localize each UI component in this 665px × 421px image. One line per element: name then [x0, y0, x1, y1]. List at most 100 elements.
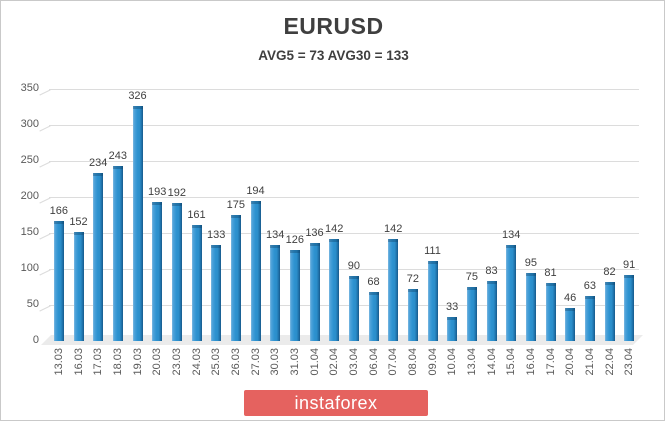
bar-top-cap [584, 295, 595, 299]
gridline-50 [49, 305, 639, 306]
gridline-100 [49, 269, 639, 270]
bar-top-cap [388, 238, 399, 242]
bar-top-cap [466, 287, 477, 290]
gridline-diagonal-100 [39, 269, 51, 276]
x-axis-label-16.03: 16.03 [72, 348, 85, 376]
x-axis-label-16.04: 16.04 [524, 348, 537, 376]
bar-03.04 [348, 276, 359, 341]
x-axis-label-06.04: 06.04 [367, 348, 380, 376]
bar-top-cap [348, 276, 359, 280]
gridline-200 [49, 197, 639, 198]
x-axis-label-09.04: 09.04 [426, 348, 439, 376]
bar-top-cap [545, 282, 556, 286]
bar-value-label-13.03: 166 [49, 205, 68, 218]
bar-top-cap [329, 238, 340, 242]
bar-14.04 [486, 281, 497, 341]
x-axis-label-27.03: 27.03 [249, 348, 262, 376]
x-axis-label-07.04: 07.04 [387, 348, 400, 376]
bar-31.03 [289, 250, 300, 341]
x-axis-label-08.04: 08.04 [406, 348, 419, 376]
bar-value-label-31.03: 126 [285, 234, 304, 247]
bar-30.03 [270, 244, 281, 341]
bar-top-cap [53, 221, 64, 225]
x-axis-label-17.03: 17.03 [92, 348, 105, 376]
bar-top-cap [368, 292, 379, 296]
bar-top-cap [73, 231, 84, 235]
gridline-diagonal-250 [39, 161, 51, 168]
bar-top-cap [112, 166, 123, 170]
bar-value-label-25.03: 133 [206, 229, 226, 242]
bar-02.04 [329, 238, 340, 341]
y-axis-tick-200: 200 [20, 190, 39, 202]
gridline-diagonal-150 [39, 233, 51, 240]
bar-top-cap [447, 317, 458, 321]
bar-16.03 [73, 231, 84, 341]
bar-value-label-26.03: 175 [226, 199, 245, 211]
bar-top-cap [604, 281, 615, 285]
instaforex-watermark: instaforex [244, 390, 428, 416]
bar-13.04 [466, 287, 477, 341]
bar-value-label-24.03: 161 [187, 209, 206, 222]
bar-value-label-15.04: 134 [501, 228, 521, 241]
gridline-300 [49, 125, 639, 126]
bar-value-label-08.04: 72 [406, 273, 419, 286]
bar-value-label-17.04: 81 [544, 266, 557, 279]
bar-top-cap [270, 244, 281, 248]
bar-value-label-01.04: 136 [305, 227, 324, 240]
bar-value-label-19.03: 326 [128, 90, 147, 103]
x-axis-label-01.04: 01.04 [308, 348, 321, 376]
x-axis-label-19.03: 19.03 [131, 348, 144, 376]
bar-22.04 [604, 281, 615, 341]
bar-top-cap [565, 307, 576, 311]
bar-value-label-17.03: 234 [88, 156, 108, 169]
bar-value-label-22.04: 82 [603, 265, 616, 278]
bar-20.04 [565, 307, 576, 341]
bar-24.03 [191, 225, 202, 341]
bar-value-label-14.04: 83 [485, 265, 498, 278]
bar-16.04 [525, 272, 536, 341]
chart-subtitle: AVG5 = 73 AVG30 = 133 [258, 48, 409, 63]
y-axis-tick-300: 300 [20, 118, 39, 130]
bar-17.03 [93, 172, 104, 341]
bar-value-label-23.04: 91 [623, 259, 636, 272]
x-axis-label-15.04: 15.04 [505, 348, 518, 376]
bar-10.04 [447, 317, 458, 341]
bar-18.03 [112, 166, 123, 341]
gridline-diagonal-50 [39, 305, 51, 312]
y-axis-tick-250: 250 [20, 154, 39, 166]
bar-01.04 [309, 243, 320, 341]
x-axis-label-21.04: 21.04 [583, 348, 596, 376]
x-axis-label-22.04: 22.04 [603, 348, 616, 376]
bar-15.04 [506, 244, 517, 341]
bar-19.03 [132, 106, 143, 341]
y-axis-tick-100: 100 [20, 262, 39, 274]
bar-top-cap [132, 106, 143, 110]
bar-top-cap [191, 225, 202, 229]
bar-value-label-02.04: 142 [324, 222, 344, 235]
x-axis-label-20.04: 20.04 [564, 348, 577, 376]
bar-top-cap [230, 215, 241, 218]
bar-top-cap [93, 172, 104, 176]
bar-26.03 [230, 215, 241, 341]
x-axis-label-20.03: 20.03 [151, 348, 164, 376]
x-axis-label-13.03: 13.03 [52, 348, 65, 376]
bar-value-label-27.03: 194 [246, 185, 265, 198]
gridline-diagonal-350 [39, 89, 51, 96]
bar-top-cap [309, 243, 320, 247]
gridline-diagonal-200 [39, 197, 51, 204]
gridline-250 [49, 161, 639, 162]
bar-value-label-16.03: 152 [69, 215, 88, 228]
x-axis-label-13.04: 13.04 [465, 348, 478, 376]
x-axis-label-03.04: 03.04 [347, 348, 360, 376]
bar-23.03 [171, 202, 182, 341]
bar-top-cap [152, 202, 163, 206]
x-axis-label-23.03: 23.03 [170, 348, 183, 376]
bar-value-label-23.03: 192 [167, 186, 186, 199]
bar-value-label-20.03: 193 [147, 186, 167, 199]
x-axis-label-17.04: 17.04 [544, 348, 557, 376]
bar-08.04 [407, 289, 418, 341]
x-axis-label-02.04: 02.04 [328, 348, 341, 376]
instaforex-watermark-label: instaforex [294, 392, 378, 413]
